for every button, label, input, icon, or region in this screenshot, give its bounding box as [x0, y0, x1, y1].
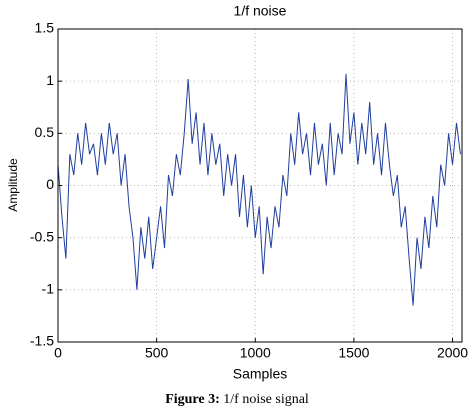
figure-caption: Figure 3: 1/f noise signal	[165, 392, 309, 407]
x-tick-label: 2000	[437, 345, 468, 361]
line-series	[57, 73, 461, 306]
y-tick-label: 1	[46, 72, 54, 88]
y-tick-label: -1.5	[30, 333, 54, 349]
x-tick-label: 500	[145, 345, 169, 361]
y-axis-label: Amplitude	[6, 158, 20, 212]
y-tick-label: -1	[42, 281, 55, 297]
chart-title: 1/f noise	[234, 3, 287, 19]
caption-label: Figure 3:	[165, 392, 220, 407]
y-tick-label: 0.5	[35, 124, 55, 140]
caption-text: 1/f noise signal	[223, 392, 309, 407]
y-tick-label: 0	[46, 176, 54, 192]
x-tick-label: 0	[54, 345, 62, 361]
plot-frame	[57, 28, 463, 343]
x-tick-label: 1500	[338, 345, 369, 361]
x-axis-label: Samples	[233, 366, 287, 382]
x-tick-label: 1000	[240, 345, 271, 361]
y-tick-label: 1.5	[35, 20, 55, 36]
y-tick-label: -0.5	[30, 228, 54, 244]
